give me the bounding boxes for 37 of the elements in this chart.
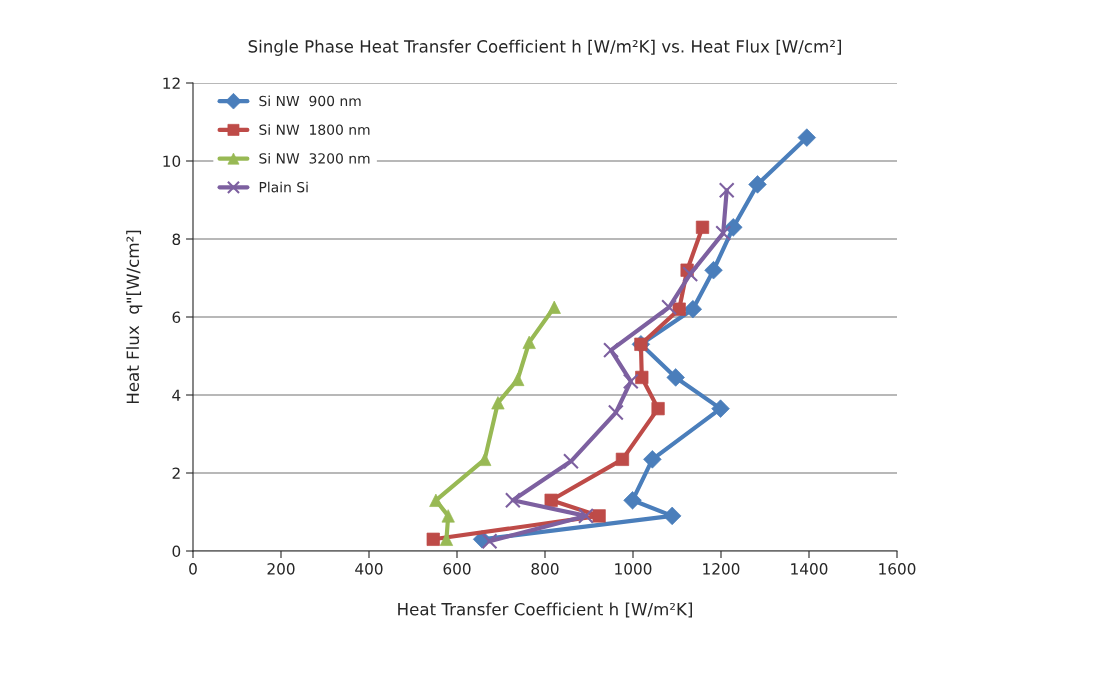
x-tick-label: 200 <box>267 563 295 575</box>
point <box>661 299 678 316</box>
y-tick-label: 4 <box>172 389 181 401</box>
x-tick-label: 0 <box>189 563 197 575</box>
x-tick-label: 400 <box>355 563 383 575</box>
y-axis-title: Heat Flux q"[W/cm²] <box>126 230 143 404</box>
y-tick-label: 2 <box>172 467 180 479</box>
point <box>426 532 440 546</box>
legend-label: Si NW 3200 nm <box>259 152 370 164</box>
point <box>797 128 816 147</box>
y-tick-label: 0 <box>172 545 181 558</box>
point <box>715 225 732 242</box>
x-tick-label: 1000 <box>615 563 652 575</box>
x-tick-label: 600 <box>443 563 471 575</box>
legend-label: Si NW 1800 nm <box>259 124 370 135</box>
y-tick-label: 10 <box>163 155 181 168</box>
y-tick-label: 6 <box>172 311 181 324</box>
point <box>718 182 735 199</box>
x-tick-label: 1600 <box>879 563 916 575</box>
x-tick-label: 800 <box>531 563 559 575</box>
x-tick-label: 1400 <box>791 563 828 575</box>
point <box>607 404 624 421</box>
point <box>429 493 443 507</box>
point <box>682 266 699 283</box>
point <box>481 533 498 550</box>
y-tick-label: 8 <box>172 233 181 246</box>
x-axis-title: Heat Transfer Coefficient h [W/m²K] <box>398 602 692 618</box>
legend-label: Plain Si <box>259 181 308 193</box>
point <box>577 507 594 524</box>
point <box>603 342 619 359</box>
point <box>622 373 639 390</box>
y-tick-label: 12 <box>163 77 180 89</box>
legend-label: Si NW 900 nm <box>259 95 361 107</box>
point <box>504 492 521 509</box>
x-tick-label: 1200 <box>703 563 740 575</box>
chart-title: Single Phase Heat Transfer Coefficient h [W/m²K] vs. Heat Flux [W/cm²] <box>248 39 841 56</box>
point <box>547 300 561 314</box>
